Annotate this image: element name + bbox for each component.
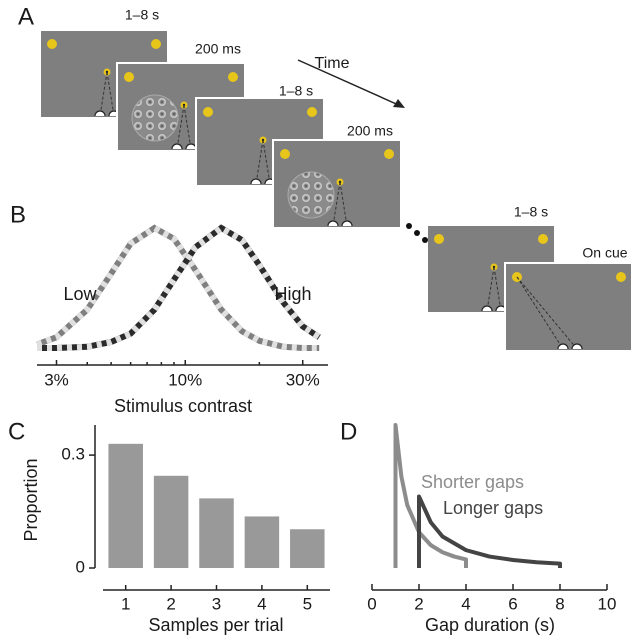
target [307,107,317,117]
x-tick-label: 3 [212,594,221,613]
target [151,39,161,49]
eye [171,143,183,150]
panel-b: 3% 10% 30% Stimulus contrast Low High [35,224,328,416]
gaze-line [516,276,578,350]
x-tick-label: 10% [168,370,202,389]
x-tick-label: 10 [598,594,617,613]
y-tick-label: 0.3 [61,445,85,464]
series-label: Longer gaps [443,498,543,518]
panel-d: 0 2 4 6 8 10 Gap duration (s) Shorter gaps Longe… [367,423,617,635]
eye [250,178,262,185]
x-tick-label: 1 [121,594,130,613]
x-axis-title: Samples per trial [148,615,283,635]
target [280,149,290,159]
y-tick-label: 0 [76,557,85,576]
ellipsis-dot [422,237,428,243]
x-axis-title: Gap duration (s) [425,615,555,635]
duration-label: 1–8 s [279,83,313,99]
line-dash [35,224,320,351]
duration-label: 200 ms [195,41,241,57]
duration-label: On cue [582,245,627,261]
x-tick-label: 4 [461,594,470,613]
target [384,149,394,159]
gaze-line [339,181,348,227]
target [228,72,238,82]
time-label: Time [315,55,350,72]
x-tick-label: 8 [555,594,564,613]
duration-label: 1–8 s [514,204,548,220]
eye [341,220,353,227]
gaze-line [493,266,502,312]
target [203,107,213,117]
curve [37,224,321,351]
eye [185,143,197,150]
ellipsis-dot [414,230,420,236]
x-tick-label: 30% [286,370,320,389]
curve [35,224,320,351]
eye [327,220,339,227]
duration-label: 1–8 s [125,7,159,23]
x-tick-label: 0 [367,594,376,613]
bar [153,475,189,568]
arrow-head [393,99,405,108]
eye [571,343,583,350]
gaze-line [486,266,495,312]
panel-c: 0 0.3 Proportion Samples per trial 1 2 3 4 5 [21,425,330,635]
line [417,494,562,568]
line [393,423,468,568]
series-label: Shorter gaps [421,472,524,492]
bar [108,443,143,568]
target [434,234,444,244]
panel-label: A [18,3,34,30]
target [47,39,57,49]
target [616,272,626,282]
eye [481,305,493,312]
bar [244,516,280,568]
series-label: High [274,284,311,304]
y-axis-title: Proportion [21,458,41,541]
line-dash [37,224,321,351]
gaze-line [99,71,108,117]
bar [199,498,234,568]
gaze-line [516,276,564,350]
panel-a: 1–8 s 200 ms 1–8 s 200 ms 1–8 s On cue Time [39,7,631,352]
grating [287,171,335,219]
gaze-line [255,139,264,185]
grating [131,94,179,142]
duration-label: 200 ms [347,123,393,139]
gaze-line [176,104,185,150]
x-axis-title: Stimulus contrast [114,396,252,416]
target [124,72,134,82]
panel-label: D [340,418,357,445]
x-tick-label: 2 [166,594,175,613]
panel-label: B [10,201,26,228]
bar [290,529,325,568]
screen [504,262,631,352]
ellipsis-dot [406,223,412,229]
gaze-line [106,71,115,117]
time-arrow [297,59,404,108]
x-tick-label: 5 [303,594,312,613]
x-tick-label: 4 [257,594,266,613]
screen-bg [504,262,631,352]
eye [94,110,106,117]
series-label: Low [63,284,97,304]
x-tick-label: 3% [44,370,69,389]
x-tick-label: 6 [508,594,517,613]
x-tick-label: 2 [414,594,423,613]
gaze-line [183,104,192,150]
gaze-line [332,181,341,227]
eye [557,343,569,350]
target [538,234,548,244]
gaze-line [262,139,271,185]
panel-label: C [8,418,25,445]
screen [272,139,402,229]
